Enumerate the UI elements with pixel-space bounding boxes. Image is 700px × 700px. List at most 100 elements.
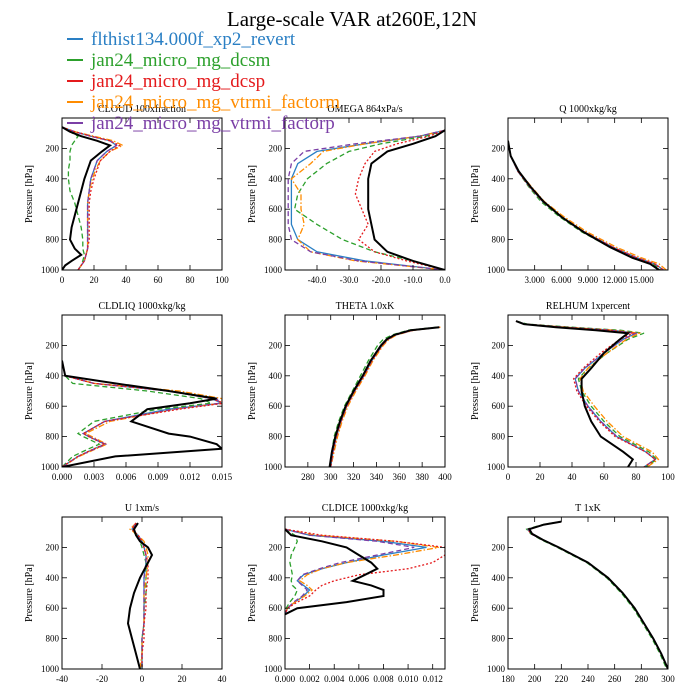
panel-title: U 1xm/s [125,503,159,514]
series-line-2 [508,140,664,270]
control-line [515,320,635,467]
x-tick-label: 0.000 [275,674,296,684]
x-tick-label: -20.0 [372,275,391,285]
control-line [126,522,154,669]
x-tick-label: -20 [96,674,108,684]
control-line [527,520,668,669]
x-tick-label: 40 [122,275,132,285]
x-tick-label: 0.006 [116,472,137,482]
panel-title: T 1xK [575,503,601,514]
series-line-0 [508,140,664,270]
series-line-4 [285,528,415,615]
series-line-2 [62,126,121,270]
x-tick-label: 0.010 [398,674,419,684]
x-tick-label: 60 [154,275,164,285]
y-tick-label: 600 [492,401,506,411]
x-tick-label: 80 [186,275,196,285]
x-tick-label: 360 [393,472,407,482]
x-tick-label: 0.009 [148,472,169,482]
series-line-4 [287,129,445,270]
x-tick-label: 300 [661,674,675,684]
y-tick-label: 1000 [264,664,283,674]
x-tick-label: 180 [501,674,515,684]
x-tick-label: 100 [215,275,229,285]
panel-4: THETA 1.0xK 280 300 320 340 360 380 400 200 400 60… [247,301,452,482]
x-tick-label: 0.008 [373,674,394,684]
panel-title: THETA 1.0xK [336,301,395,312]
y-tick-label: 800 [492,432,506,442]
y-tick-label: 600 [46,401,60,411]
panel-3: CLDLIQ 1000xkg/kg 0.000 0.003 0.006 0.009 0.0… [24,301,233,482]
x-tick-label: -40 [56,674,68,684]
figure-title: Large-scale VAR at260E,12N [227,7,477,31]
y-tick-label: 400 [492,371,506,381]
series-line-2 [330,326,440,467]
y-tick-label: 400 [269,573,283,583]
panel-title: CLDICE 1000xkg/kg [322,503,408,514]
y-tick-label: 800 [492,634,506,644]
y-tick-label: 200 [46,542,60,552]
series-line-2 [354,129,445,270]
y-tick-label: 1000 [41,462,60,472]
control-line [508,140,660,270]
x-tick-label: 0.002 [299,674,319,684]
y-tick-label: 600 [492,603,506,613]
panel-7: CLDICE 1000xkg/kg0.000 0.002 0.004 0.006 0.0… [247,503,446,684]
control-line [285,528,385,616]
series-line-2 [515,320,657,467]
panel-title: OMEGA 864xPa/s [327,104,402,115]
y-tick-label: 800 [46,432,60,442]
x-tick-label: 260 [608,674,622,684]
series-line-1 [515,320,658,467]
y-axis-label: Pressure [hPa] [247,165,258,223]
x-tick-label: 0.012 [180,472,200,482]
y-tick-label: 800 [46,235,60,245]
plot-frame [284,516,446,670]
legend-label-1: jan24_micro_mg_dcsm [90,50,271,71]
x-tick-label: -10.0 [404,275,423,285]
x-tick-label: 20 [536,472,546,482]
x-tick-label: 240 [581,674,595,684]
series-line-2 [62,360,222,467]
y-tick-label: 1000 [41,664,60,674]
y-axis-label: Pressure [hPa] [24,564,35,622]
y-tick-label: 400 [269,174,283,184]
x-tick-label: 0.000 [52,472,73,482]
x-tick-label: 280 [301,472,315,482]
y-tick-label: 400 [492,174,506,184]
x-tick-label: 220 [555,674,569,684]
y-axis-label: Pressure [hPa] [470,165,481,223]
x-tick-label: 12.000 [602,275,627,285]
series-line-3 [290,129,445,270]
y-tick-label: 1000 [264,462,283,472]
series-line-1 [62,126,86,270]
x-tick-label: 40 [218,674,228,684]
y-axis-label: Pressure [hPa] [24,165,35,223]
plot-frame [284,314,446,468]
y-tick-label: 600 [46,204,60,214]
plot-frame [507,117,669,271]
y-tick-label: 200 [46,340,60,350]
x-tick-label: -30.0 [340,275,359,285]
panel-2: Q 1000xkg/kg 3.000 6.000 9.000 12.000 15.000 2… [470,104,669,285]
panel-title: CLDLIQ 1000xkg/kg [99,301,186,312]
y-axis-label: Pressure [hPa] [470,362,481,420]
y-tick-label: 1000 [487,664,506,674]
x-tick-label: 80 [632,472,642,482]
panel-6: U 1xm/s -40 -20 0 20 40 200 400 600 800 1000 Pressu… [24,503,227,684]
x-tick-label: 340 [370,472,384,482]
series-line-4 [330,326,440,467]
control-line [367,129,445,270]
control-line [62,126,113,270]
y-tick-label: 200 [269,340,283,350]
y-tick-label: 400 [46,573,60,583]
x-tick-label: 9.000 [578,275,599,285]
series-line-2 [131,522,149,669]
x-tick-label: 400 [438,472,452,482]
x-tick-label: 0.006 [349,674,370,684]
y-tick-label: 800 [269,634,283,644]
y-tick-label: 200 [492,542,506,552]
x-tick-label: 40 [568,472,578,482]
x-tick-label: 100 [661,472,675,482]
